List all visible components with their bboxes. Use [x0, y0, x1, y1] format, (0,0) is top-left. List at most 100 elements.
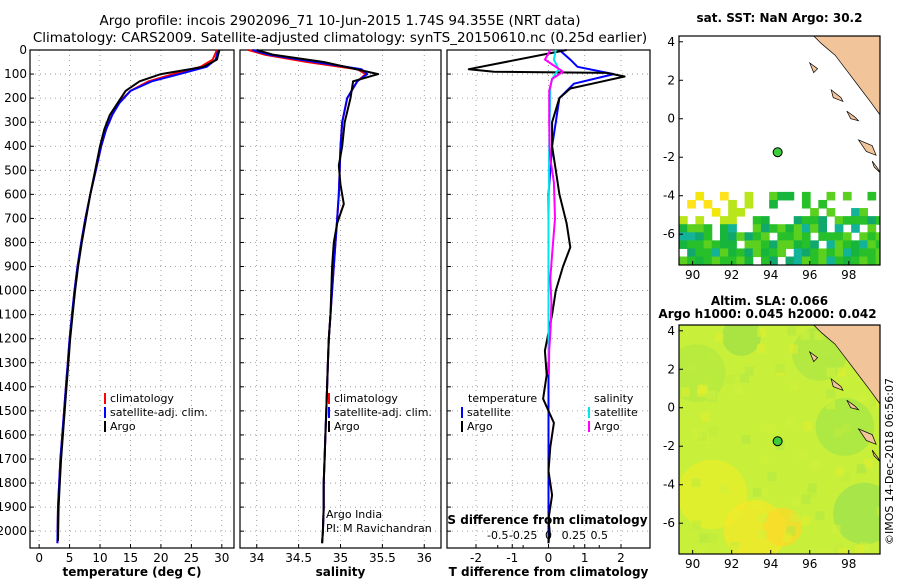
sst-pixel	[793, 256, 803, 265]
sla-pixel	[865, 553, 875, 554]
x-tick-label: 1	[581, 551, 589, 565]
x-tick-label: 30	[214, 551, 229, 565]
sst-pixel	[777, 232, 787, 241]
sst-pixel	[752, 248, 762, 258]
legend-swatch	[588, 421, 590, 432]
sst-pixel	[736, 232, 746, 241]
legend-swatch	[328, 421, 330, 432]
sst-pixel	[834, 248, 844, 258]
sst-pixel	[777, 240, 787, 249]
sst-pixel	[818, 264, 828, 265]
sst-pixel	[851, 208, 860, 217]
sla-pixel	[692, 520, 702, 530]
sst-pixel	[793, 232, 803, 241]
map-field	[679, 36, 880, 265]
sst-pixel	[703, 256, 713, 265]
sla-pixel	[697, 387, 707, 397]
sst-pixel	[728, 224, 737, 233]
lon-tick-label: 92	[724, 557, 739, 571]
x-tick-label: 34	[249, 551, 264, 565]
sst-pixel	[801, 248, 811, 258]
sst-pixel	[760, 256, 770, 265]
sst-pixel	[711, 208, 721, 217]
sst-pixel	[834, 232, 844, 241]
sla-pixel	[854, 544, 864, 554]
lat-tick-label: -6	[663, 227, 675, 241]
sla-pixel	[757, 327, 767, 337]
sst-pixel	[818, 224, 828, 233]
depth-tick-label: 700	[4, 211, 27, 225]
sla-pixel	[706, 390, 716, 400]
land-island	[871, 160, 880, 173]
legend-entry: Argo	[467, 420, 493, 433]
lat-tick-label: 4	[667, 324, 675, 338]
sst-pixel	[842, 248, 852, 258]
sla-pixel	[826, 400, 836, 410]
lon-tick-label: 90	[685, 268, 700, 282]
sst-map-panel: 90 92 94 96 98 4 2 0 -2 -4 -6 sat. SST: NaN Argo: 3…	[663, 11, 881, 282]
depth-tick-label: 1000	[0, 284, 27, 298]
sst-pixel	[744, 199, 754, 209]
sla-pixel	[696, 547, 706, 554]
sla-pixel	[766, 424, 776, 434]
sst-pixel	[769, 199, 778, 209]
sla-pixel	[786, 417, 796, 427]
legend-title-temperature: temperature	[468, 392, 537, 405]
x-axis-label: temperature (deg C)	[63, 565, 202, 579]
depth-tick-label: 600	[4, 187, 27, 201]
lon-tick-label: 98	[841, 268, 856, 282]
map-frame	[678, 324, 881, 555]
x-tick-label: 10	[92, 551, 107, 565]
lon-tick-label: 92	[724, 268, 739, 282]
sst-pixel	[744, 264, 754, 265]
lat-tick-label: -4	[663, 189, 675, 203]
legend-entry: satellite-adj. clim.	[110, 406, 208, 419]
sla-pixel	[787, 326, 797, 336]
sst-pixel	[687, 248, 696, 258]
sst-pixel	[810, 224, 819, 233]
lon-tick-label: 98	[841, 557, 856, 571]
sst-pixel	[695, 224, 705, 233]
sst-pixel	[752, 232, 762, 241]
legend-swatch	[104, 407, 106, 418]
sst-pixel	[777, 264, 787, 265]
sla-pixel	[826, 367, 836, 377]
legend-entry: Argo	[594, 420, 620, 433]
sst-pixel	[818, 256, 828, 265]
sla-pixel	[741, 435, 751, 445]
sst-pixel	[785, 264, 795, 265]
legend-entry: satellite	[594, 406, 638, 419]
sla-pixel	[860, 542, 870, 552]
sst-pixel	[719, 248, 729, 258]
sst-pixel	[859, 248, 869, 258]
sst-pixel	[744, 248, 754, 258]
sst-pixel	[801, 216, 811, 225]
sst-pixel	[867, 232, 877, 241]
lat-tick-label: -2	[663, 150, 675, 164]
sst-pixel	[679, 216, 688, 225]
depth-tick-label: 200	[4, 91, 27, 105]
sla-pixel	[759, 454, 769, 464]
land-island	[871, 449, 880, 462]
land-island	[846, 110, 860, 122]
depth-tick-label: 1700	[0, 452, 27, 466]
series-line-argo	[57, 49, 221, 541]
sst-pixel	[834, 240, 844, 249]
sst-pixel	[752, 216, 762, 225]
land-sumatra	[813, 325, 880, 405]
sst-pixel	[810, 208, 819, 217]
sst-pixel	[752, 240, 762, 249]
sla-pixel	[814, 331, 824, 341]
sla-pixel	[767, 472, 777, 482]
sla-pixel	[791, 496, 801, 506]
sst-pixel	[801, 191, 811, 201]
secondary-tick-label: -0.25	[509, 529, 537, 542]
sst-pixel	[810, 216, 819, 225]
sst-pixel	[679, 232, 688, 241]
sst-pixel	[744, 240, 754, 249]
depth-tick-label: 300	[4, 115, 27, 129]
sst-pixel	[842, 232, 852, 241]
map-title: Altim. SLA: 0.066	[711, 294, 828, 308]
x-axis-label: T difference from climatology	[449, 565, 649, 579]
sst-pixel	[719, 224, 729, 233]
